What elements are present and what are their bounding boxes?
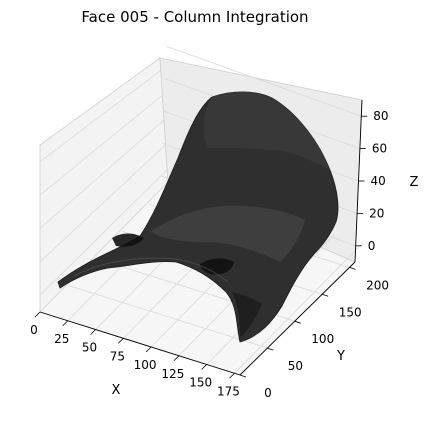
chart-title: Face 005 - Column Integration <box>81 8 308 26</box>
y-tick-label: 0 <box>264 386 272 400</box>
z-tick-label: 60 <box>372 142 387 156</box>
x-tick-mark <box>146 347 151 352</box>
x-tick-mark <box>118 338 123 343</box>
z-tick-label: 0 <box>368 239 376 253</box>
z-tick-label: 20 <box>369 206 384 220</box>
x-tick-mark <box>63 321 68 326</box>
x-tick-mark <box>202 365 207 370</box>
y-tick-label: 150 <box>339 305 362 319</box>
y-tick-mark <box>350 267 356 269</box>
y-tick-label: 200 <box>366 278 389 292</box>
x-tick-label: 125 <box>161 367 184 381</box>
z-axis-label: Z <box>410 175 419 190</box>
x-tick-mark <box>91 330 96 335</box>
y-tick-label: 50 <box>288 359 303 373</box>
x-tick-mark <box>229 373 234 378</box>
x-tick-label: 150 <box>189 376 212 390</box>
y-axis-label: Y <box>336 349 345 364</box>
y-tick-mark <box>295 321 301 323</box>
x-tick-label: 25 <box>54 332 69 346</box>
x-tick-label: 100 <box>134 358 157 372</box>
x-tick-label: 175 <box>217 384 240 398</box>
z-tick-label: 40 <box>371 174 386 188</box>
z-tick-label: 80 <box>373 109 388 123</box>
x-tick-label: 0 <box>30 323 38 337</box>
y-tick-mark <box>322 294 328 296</box>
x-axis-label: X <box>112 383 121 398</box>
x-tick-mark <box>35 312 40 317</box>
y-tick-label: 100 <box>311 332 334 346</box>
x-tick-label: 50 <box>82 341 97 355</box>
x-tick-label: 75 <box>110 349 125 363</box>
y-tick-mark <box>267 348 273 350</box>
x-tick-mark <box>174 356 179 361</box>
y-tick-mark <box>240 375 246 377</box>
